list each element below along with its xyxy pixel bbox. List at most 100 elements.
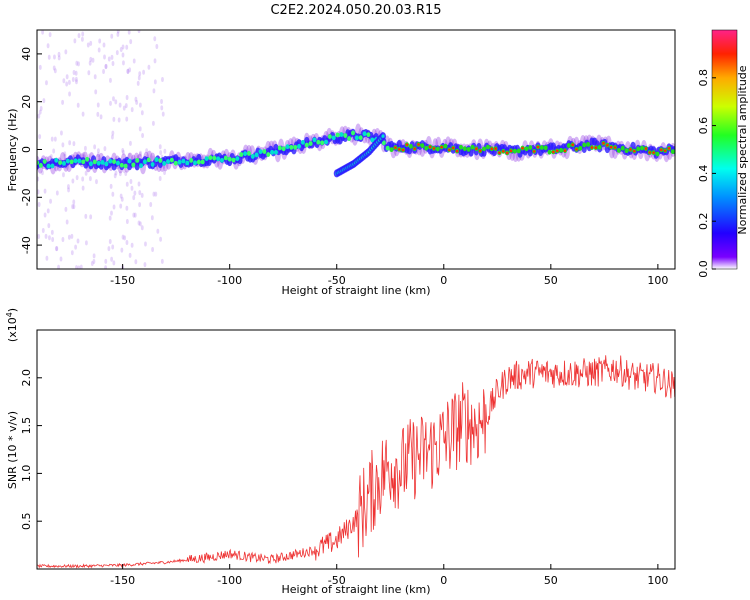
noise-speck — [122, 105, 126, 111]
ridge-peak — [494, 147, 497, 150]
ridge-peak — [667, 147, 671, 150]
noise-speck — [116, 30, 120, 34]
ridge-core — [154, 157, 159, 162]
noise-speck — [65, 81, 69, 87]
noise-speck — [147, 64, 151, 70]
ridge-core — [512, 148, 517, 154]
spectrogram-x-label: Height of straight line (km) — [281, 284, 430, 297]
noise-speck — [125, 239, 129, 245]
noise-speck — [41, 227, 45, 233]
noise-speck — [153, 36, 157, 42]
colorbar-tick-label: 0.0 — [697, 260, 710, 278]
ridge-core — [331, 135, 336, 141]
ridge-core — [158, 158, 163, 163]
ridge-core — [42, 159, 47, 164]
ridge-peak — [440, 145, 443, 149]
ridge-core — [320, 140, 325, 146]
noise-speck — [50, 136, 54, 142]
noise-speck — [61, 142, 65, 148]
noise-speck — [133, 190, 137, 196]
noise-speck — [45, 255, 49, 261]
noise-speck — [138, 221, 142, 227]
noise-speck — [154, 191, 158, 197]
ridge-core — [582, 142, 587, 148]
ridge-core — [169, 157, 174, 163]
noise-speck — [121, 44, 125, 50]
noise-speck — [138, 71, 142, 77]
noise-speck — [112, 260, 116, 266]
noise-speck — [86, 42, 90, 48]
noise-speck — [45, 80, 48, 86]
ridge-peak — [613, 146, 617, 149]
ridge-peak — [555, 149, 559, 153]
snr-x-axis: -150 -100 -50 0 50 100 — [110, 564, 668, 587]
ridge-core — [636, 146, 641, 152]
noise-speck — [84, 213, 88, 219]
noise-speck — [57, 264, 60, 269]
noise-speck — [160, 258, 164, 264]
noise-speck — [111, 130, 115, 136]
ridge-peak — [659, 148, 663, 152]
noise-speck — [125, 205, 129, 211]
spectrogram-marks — [37, 30, 675, 269]
ridge-core — [358, 135, 363, 141]
noise-speck — [121, 149, 125, 155]
noise-speck — [107, 56, 111, 62]
noise-speck — [99, 114, 103, 120]
noise-speck — [47, 54, 51, 60]
branch-core — [381, 134, 385, 138]
ridge-peak — [575, 148, 578, 151]
colorbar-tick-label: 0.2 — [697, 212, 710, 230]
snr-x-label: Height of straight line (km) — [281, 583, 430, 596]
noise-speck — [57, 55, 61, 61]
ridge-core — [131, 162, 136, 168]
spectrogram-x-axis: -150 -100 -50 0 50 100 — [110, 264, 668, 287]
ridge-core — [547, 149, 552, 155]
ridge-peak — [413, 147, 416, 150]
noise-speck — [97, 148, 100, 154]
ridge-core — [670, 149, 675, 155]
noise-speck — [91, 57, 95, 63]
ridge-peak — [490, 147, 494, 151]
noise-speck — [81, 176, 85, 182]
ridge-core — [408, 143, 413, 149]
ridge-peak — [405, 143, 409, 146]
ridge-core — [69, 159, 74, 165]
noise-speck — [125, 94, 129, 100]
ridge-core — [308, 141, 313, 146]
ridge-core — [300, 139, 305, 145]
ridge-peak — [428, 145, 432, 149]
y-tick-label: 0 — [20, 146, 33, 153]
ridge-peak — [609, 145, 613, 149]
noise-speck — [123, 235, 127, 241]
snr-frame — [36, 329, 676, 570]
noise-speck — [62, 172, 65, 178]
noise-speck — [160, 99, 163, 105]
x-tick-label: -50 — [328, 274, 346, 287]
noise-speck — [118, 102, 122, 108]
ridge-core — [285, 144, 290, 150]
noise-speck — [89, 40, 93, 46]
ridge-core — [85, 156, 90, 162]
ridge-peak — [663, 149, 667, 152]
x-tick-label: -150 — [110, 574, 135, 587]
ridge-core — [470, 144, 475, 150]
noise-speck — [112, 116, 116, 122]
noise-speck — [152, 120, 155, 126]
noise-speck — [70, 250, 74, 256]
ridge-peak — [563, 149, 567, 152]
ridge-core — [96, 160, 101, 166]
noise-speck — [61, 99, 64, 105]
noise-speck — [46, 43, 50, 49]
noise-speck — [128, 252, 132, 258]
noise-speck — [88, 176, 92, 182]
noise-speck — [110, 256, 114, 262]
noise-speck — [72, 204, 76, 210]
noise-speck — [75, 175, 79, 181]
ridge-core — [528, 145, 533, 150]
noise-speck — [41, 30, 45, 35]
noise-speck — [44, 233, 48, 239]
ridge-peak — [652, 151, 655, 154]
spectrogram-panel: -150 -100 -50 0 50 100 -40 -20 0 20 40 Height of … — [6, 29, 676, 297]
ridge-peak — [509, 149, 513, 153]
